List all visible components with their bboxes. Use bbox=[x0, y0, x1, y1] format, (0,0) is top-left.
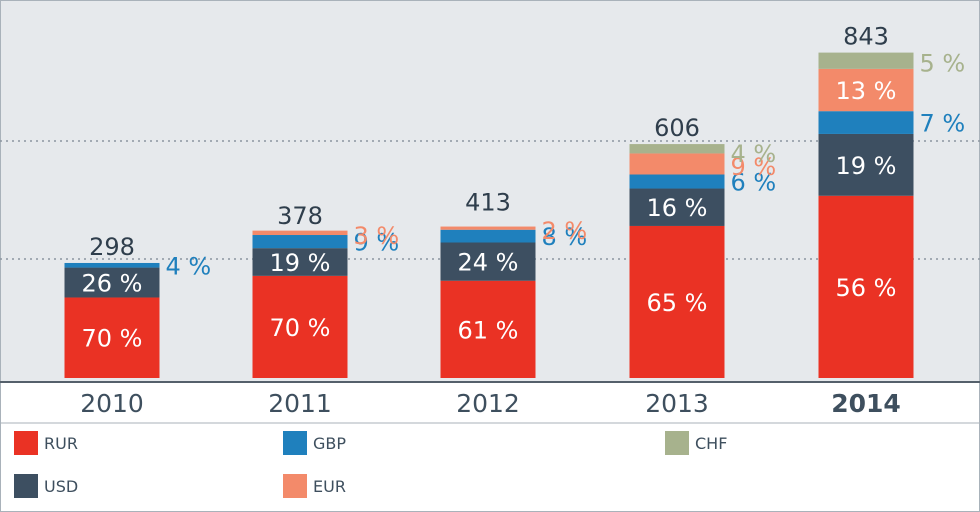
bar-2014: 56 % 19 % 7 % 13 % 5 % 843 bbox=[818, 23, 966, 378]
bar-2013: 65 % 16 % 6 %9 %4 % 606 bbox=[629, 114, 777, 378]
segment-label-eur-2014: 13 % bbox=[836, 77, 897, 105]
legend-swatch-gbp bbox=[283, 431, 307, 455]
legend: RUR USD GBP EUR CHF bbox=[14, 431, 727, 498]
bar-2012: 61 % 24 % 8 %2 % 413 bbox=[440, 189, 588, 378]
bar-segment-usd-2014 bbox=[818, 133, 914, 196]
segment-label-usd-2013: 16 % bbox=[647, 194, 708, 222]
side-label-gbp-2013: 6 % bbox=[731, 169, 777, 197]
legend-label-eur: EUR bbox=[313, 477, 346, 496]
segment-label-usd-2014: 19 % bbox=[836, 152, 897, 180]
side-label-gbp-2010: 4 % bbox=[166, 252, 212, 280]
bar-segment-rur-2013 bbox=[629, 225, 725, 378]
segment-label-rur-2012: 61 % bbox=[458, 316, 519, 344]
x-tick-label-2012: 2012 bbox=[456, 389, 520, 418]
legend-swatch-eur bbox=[283, 474, 307, 498]
bar-segment-usd-2011 bbox=[252, 248, 348, 276]
bar-segment-gbp-2011 bbox=[252, 235, 348, 249]
total-label-2013: 606 bbox=[654, 114, 700, 142]
bar-segment-chf-2014 bbox=[818, 52, 914, 69]
bar-segment-rur-2010 bbox=[64, 297, 160, 378]
segment-label-rur-2010: 70 % bbox=[82, 325, 143, 353]
total-label-2012: 413 bbox=[465, 189, 511, 217]
bar-segment-rur-2011 bbox=[252, 275, 348, 378]
segment-label-rur-2013: 65 % bbox=[647, 289, 708, 317]
segment-label-rur-2011: 70 % bbox=[270, 314, 331, 342]
legend-swatch-rur bbox=[14, 431, 38, 455]
bar-segment-rur-2014 bbox=[818, 195, 914, 378]
legend-label-chf: CHF bbox=[695, 434, 727, 453]
segment-label-usd-2012: 24 % bbox=[458, 249, 519, 277]
segment-label-rur-2014: 56 % bbox=[836, 274, 897, 302]
legend-swatch-chf bbox=[665, 431, 689, 455]
x-axis-ticks: 2010 2011 2012 2013 2014 bbox=[80, 389, 901, 418]
x-tick-label-2014: 2014 bbox=[831, 389, 901, 418]
side-label-gbp-2014: 7 % bbox=[920, 110, 966, 138]
side-label-eur-2012: 2 % bbox=[542, 217, 588, 245]
segment-label-usd-2011: 19 % bbox=[270, 249, 331, 277]
bar-segment-chf-2013 bbox=[629, 144, 725, 154]
side-label-eur-2011: 3 % bbox=[354, 222, 400, 250]
total-label-2010: 298 bbox=[89, 233, 135, 261]
bar-segment-eur-2014 bbox=[818, 68, 914, 112]
bar-segment-rur-2012 bbox=[440, 280, 536, 378]
side-label-chf-2014: 5 % bbox=[920, 50, 966, 78]
side-label-eur-2013: 9 % bbox=[731, 153, 777, 181]
total-label-2014: 843 bbox=[843, 23, 889, 51]
x-tick-label-2011: 2011 bbox=[268, 389, 332, 418]
bar-2010: 70 % 26 % 4 % 298 bbox=[64, 233, 212, 378]
legend-item-rur: RUR bbox=[14, 431, 78, 455]
legend-label-gbp: GBP bbox=[313, 434, 346, 453]
bar-segment-usd-2010 bbox=[64, 267, 160, 298]
bar-segment-gbp-2014 bbox=[818, 111, 914, 134]
legend-swatch-usd bbox=[14, 474, 38, 498]
bar-segment-gbp-2012 bbox=[440, 229, 536, 243]
bar-segment-usd-2013 bbox=[629, 188, 725, 226]
segment-label-usd-2010: 26 % bbox=[82, 270, 143, 298]
side-label-gbp-2011: 9 % bbox=[354, 229, 400, 257]
legend-label-usd: USD bbox=[44, 477, 78, 496]
legend-item-gbp: GBP bbox=[283, 431, 346, 455]
bar-segment-gbp-2010 bbox=[64, 262, 160, 268]
legend-item-chf: CHF bbox=[665, 431, 727, 455]
side-label-chf-2013: 4 % bbox=[731, 140, 777, 168]
total-label-2011: 378 bbox=[277, 202, 323, 230]
legend-label-rur: RUR bbox=[44, 434, 78, 453]
bar-2011: 70 % 19 % 9 %3 % 378 bbox=[252, 202, 400, 378]
bar-segment-eur-2011 bbox=[252, 230, 348, 236]
legend-item-eur: EUR bbox=[283, 474, 346, 498]
legend-item-usd: USD bbox=[14, 474, 78, 498]
bar-segment-gbp-2013 bbox=[629, 174, 725, 189]
gridlines bbox=[0, 140, 980, 260]
x-tick-label-2010: 2010 bbox=[80, 389, 144, 418]
bar-segment-eur-2012 bbox=[440, 226, 536, 230]
bar-segment-eur-2013 bbox=[629, 153, 725, 175]
x-tick-label-2013: 2013 bbox=[645, 389, 709, 418]
side-label-gbp-2012: 8 % bbox=[542, 223, 588, 251]
bar-segment-usd-2012 bbox=[440, 242, 536, 281]
